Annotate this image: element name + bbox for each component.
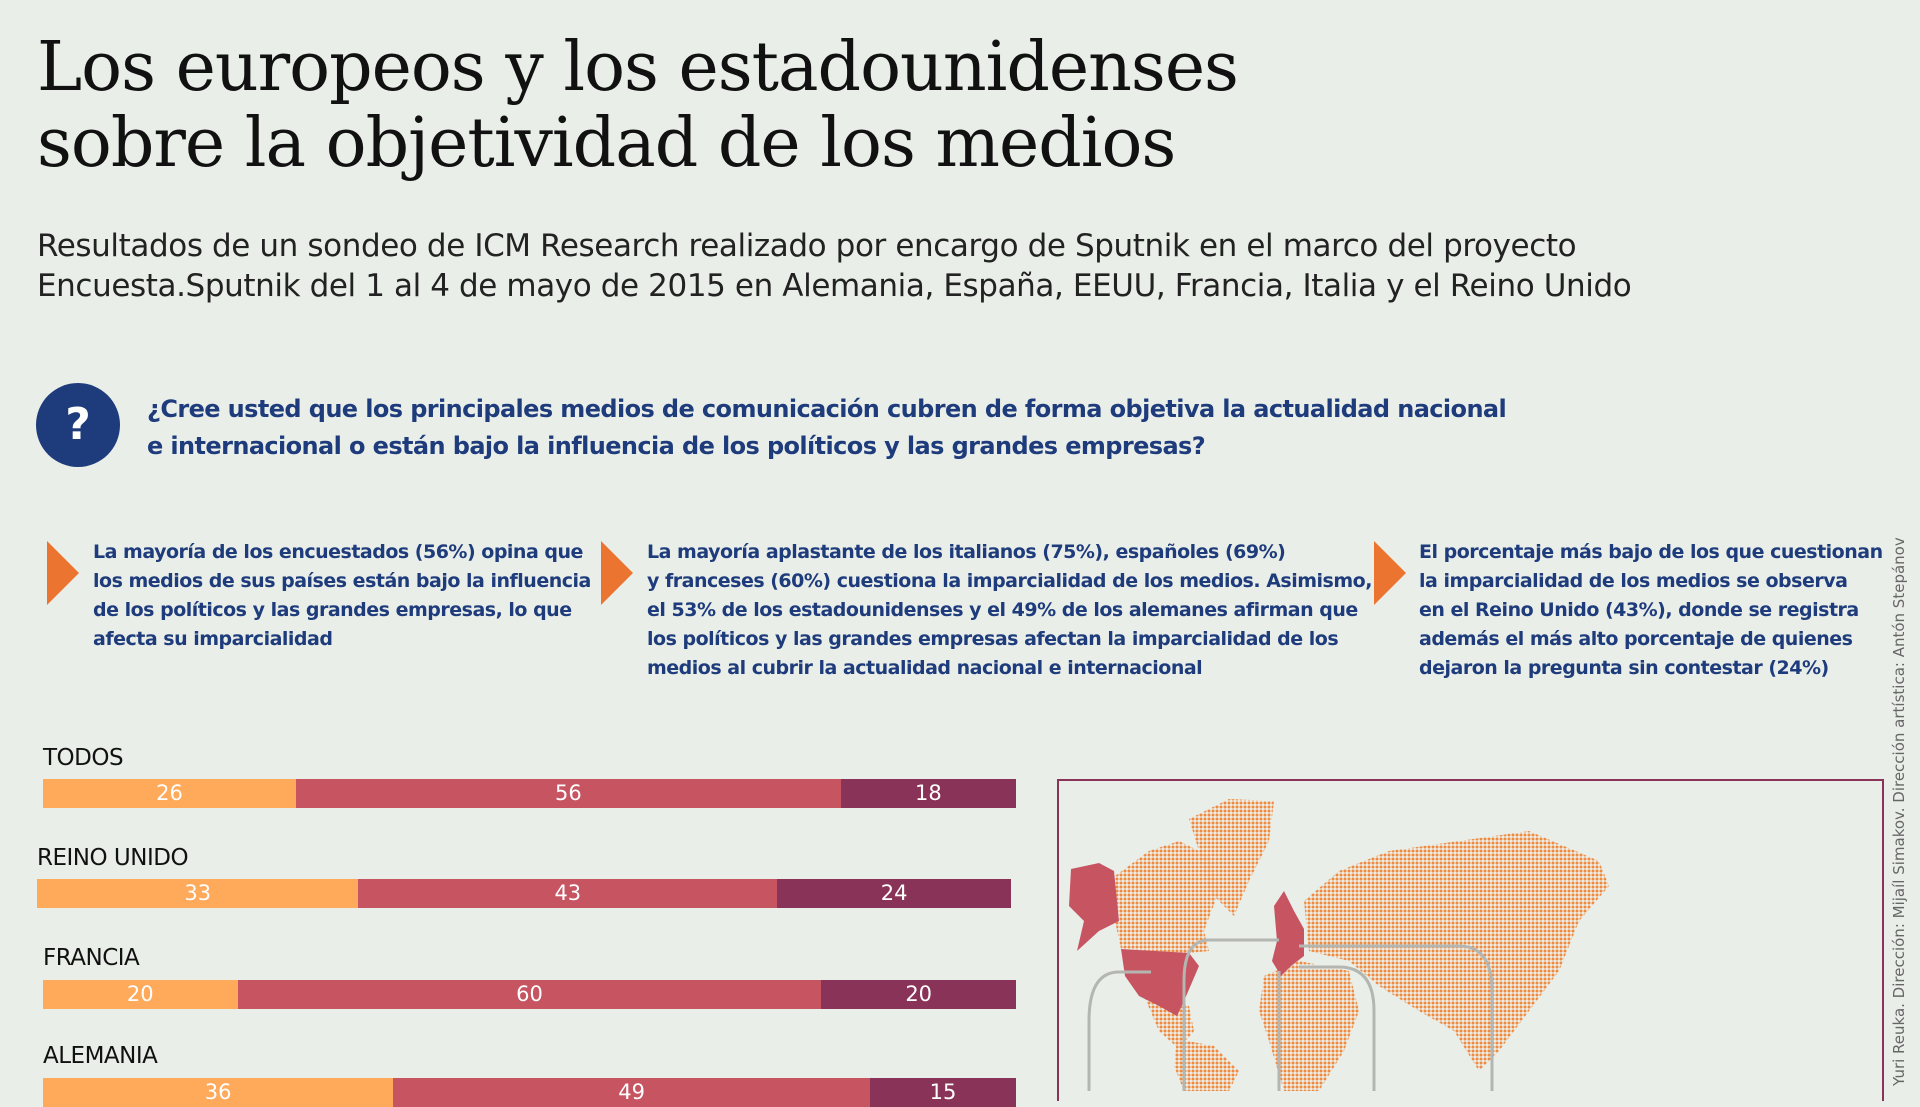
finding-1: La mayoría de los encuestados (56%) opin… — [93, 538, 591, 654]
usa — [1121, 949, 1199, 1016]
stacked-bar: 20 60 20 — [43, 980, 1016, 1009]
subtitle-line-2: Encuesta.Sputnik del 1 al 4 de mayo de 2… — [37, 268, 1632, 304]
bar-segment-1: 20 — [43, 980, 238, 1009]
question-line-1: ¿Cree usted que los principales medios d… — [147, 395, 1507, 423]
bar-segment-3: 15 — [870, 1078, 1016, 1107]
connector-lines — [1087, 938, 1494, 1091]
bar-category-label: ALEMANIA — [43, 1043, 158, 1069]
greenland — [1189, 799, 1274, 916]
survey-question: ¿Cree usted que los principales medios d… — [147, 391, 1597, 465]
central-america — [1144, 996, 1194, 1049]
bar-segment-3: 24 — [777, 879, 1011, 908]
bar-segment-2: 49 — [393, 1078, 871, 1107]
page-title: Los europeos y los estadounidenses sobre … — [37, 28, 1239, 183]
bar-segment-3: 18 — [840, 779, 1016, 808]
world-map-panel — [1057, 779, 1884, 1101]
bar-segment-1: 26 — [43, 779, 296, 808]
finding-line: de los políticos y las grandes empresas,… — [93, 599, 572, 621]
map-land — [1115, 799, 1609, 1091]
stacked-bar: 26 56 18 — [43, 779, 1016, 808]
finding-line: los políticos y las grandes empresas afe… — [647, 628, 1339, 650]
finding-line: La mayoría aplastante de los italianos (… — [647, 541, 1286, 563]
finding-line: y franceses (60%) cuestiona la imparcial… — [647, 570, 1372, 592]
finding-line: afecta su imparcialidad — [93, 628, 333, 650]
europe — [1272, 891, 1304, 976]
bar-segment-1: 33 — [37, 879, 359, 908]
bar-segment-2: 60 — [237, 980, 822, 1009]
bar-category-label: TODOS — [43, 745, 124, 771]
finding-line: en el Reino Unido (43%), donde se regist… — [1419, 599, 1859, 621]
finding-line: medios al cubrir la actualidad nacional … — [647, 657, 1203, 679]
credits: Yuri Reuka. Dirección: Mijaíl Simakov. D… — [1890, 537, 1908, 1086]
subtitle: Resultados de un sondeo de ICM Research … — [37, 226, 1857, 306]
title-line-2: sobre la objetividad de los medios — [37, 104, 1176, 183]
finding-line: la imparcialidad de los medios se observ… — [1419, 570, 1848, 592]
arrow-icon — [1374, 541, 1406, 605]
bar-segment-2: 56 — [295, 779, 841, 808]
subtitle-line-1: Resultados de un sondeo de ICM Research … — [37, 228, 1577, 264]
africa — [1259, 961, 1359, 1091]
arrow-icon — [47, 541, 79, 605]
arrow-icon — [601, 541, 633, 605]
finding-3: El porcentaje más bajo de los que cuesti… — [1419, 538, 1883, 683]
stacked-bar: 33 43 24 — [37, 879, 1011, 908]
finding-2: La mayoría aplastante de los italianos (… — [647, 538, 1372, 683]
bar-category-label: FRANCIA — [43, 945, 140, 971]
bar-segment-1: 36 — [43, 1078, 394, 1107]
finding-line: el 53% de los estadounidenses y el 49% d… — [647, 599, 1358, 621]
south-america — [1174, 1039, 1239, 1091]
alaska — [1069, 863, 1119, 951]
question-mark-icon: ? — [36, 383, 120, 467]
finding-line: además el más alto porcentaje de quienes — [1419, 628, 1853, 650]
bar-category-label: REINO UNIDO — [37, 845, 189, 871]
title-line-1: Los europeos y los estadounidenses — [37, 28, 1239, 107]
finding-line: El porcentaje más bajo de los que cuesti… — [1419, 541, 1883, 563]
finding-line: La mayoría de los encuestados (56%) opin… — [93, 541, 583, 563]
world-map — [1069, 799, 1609, 1091]
finding-line: los medios de sus países están bajo la i… — [93, 570, 591, 592]
bar-segment-3: 20 — [821, 980, 1016, 1009]
question-line-2: e internacional o están bajo la influenc… — [147, 432, 1206, 460]
canada — [1115, 841, 1219, 953]
finding-line: dejaron la pregunta sin contestar (24%) — [1419, 657, 1829, 679]
stacked-bar: 36 49 15 — [43, 1078, 1016, 1107]
bar-segment-2: 43 — [358, 879, 778, 908]
eurasia — [1304, 831, 1609, 1071]
map-highlighted-countries — [1069, 863, 1304, 1016]
